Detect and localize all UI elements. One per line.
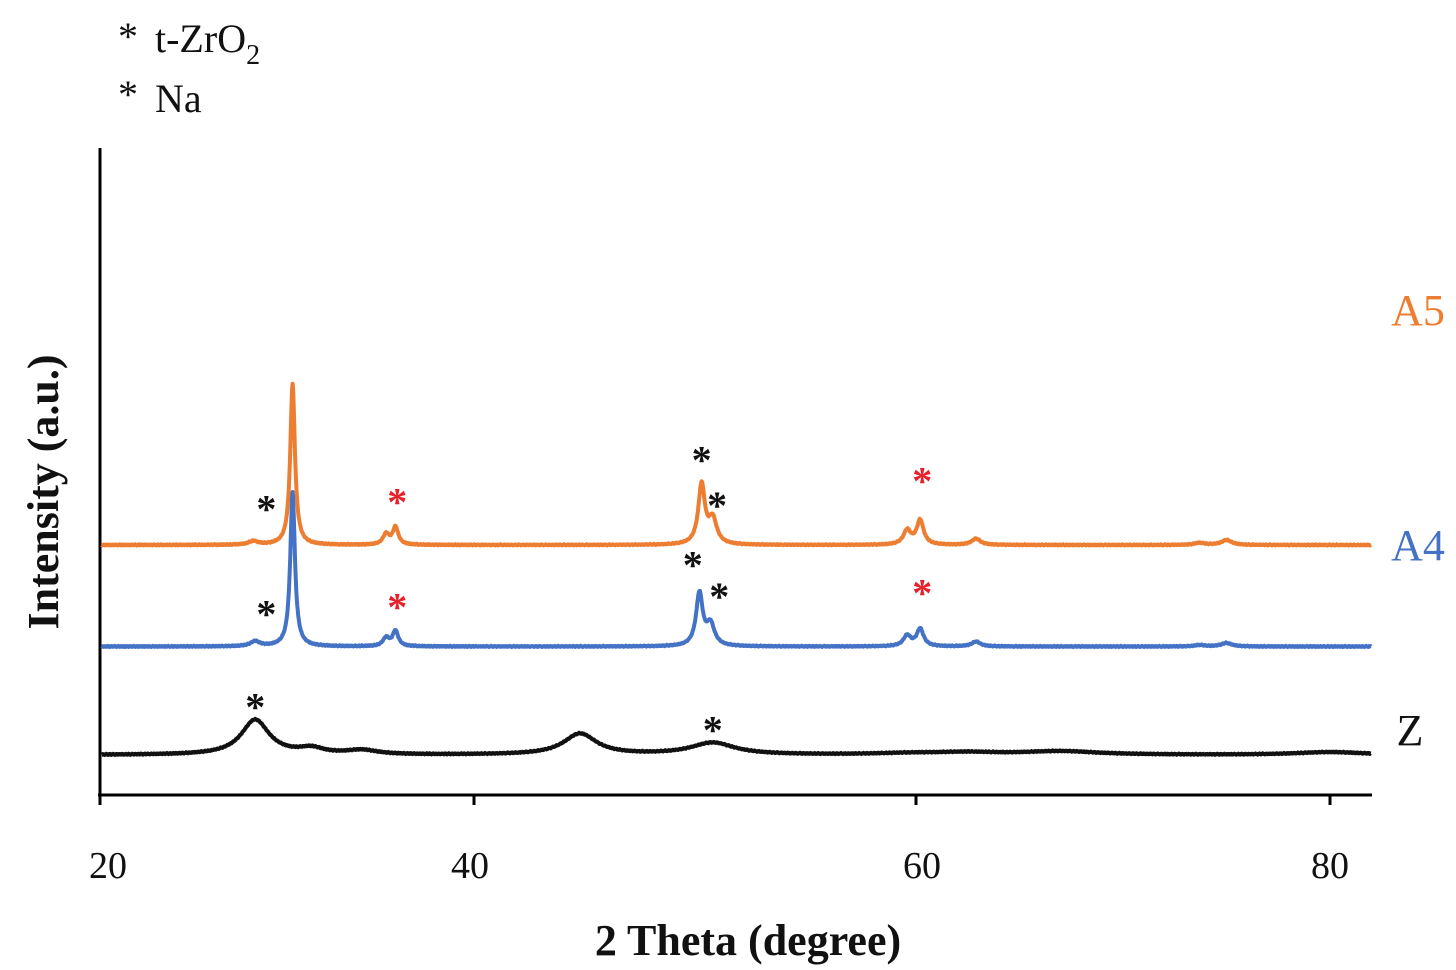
- legend-symbol-na: *: [118, 72, 138, 117]
- peak-marker-z-t-zro2: *: [245, 685, 265, 730]
- x-tick-label-60: 60: [903, 845, 941, 887]
- peak-markers: * ***** *** ***: [245, 438, 932, 753]
- legend-entry-na: * Na: [118, 72, 202, 121]
- x-tick-label-40: 40: [451, 845, 489, 887]
- peak-marker-a4-na: *: [387, 585, 407, 630]
- series-label-a4: A4: [1391, 521, 1445, 570]
- series-label-z: Z: [1397, 706, 1424, 755]
- y-axis-title: Intensity (a.u.): [19, 354, 68, 629]
- legend-label-na: Na: [155, 76, 202, 121]
- x-axis-title: 2 Theta (degree): [595, 916, 901, 965]
- legend-label-t-zro2: t-ZrO2: [155, 16, 260, 71]
- peak-marker-a4-na: *: [912, 571, 932, 616]
- series-a5-line: [100, 381, 1373, 548]
- peak-marker-a5-t-zro2: *: [707, 483, 727, 528]
- peak-marker-a5-na: *: [387, 480, 407, 525]
- series-z-line: [100, 716, 1373, 757]
- peak-marker-a5-t-zro2: *: [692, 438, 712, 483]
- legend-symbol-t-zro2: *: [118, 14, 138, 59]
- x-tick-label-20: 20: [89, 845, 127, 887]
- x-ticks: 20 40 60 80: [89, 795, 1349, 887]
- legend: * t-ZrO2 * Na: [118, 14, 260, 121]
- series-label-a5: A5: [1391, 286, 1445, 335]
- peak-marker-a4-t-zro2: *: [709, 574, 729, 619]
- peak-marker-z-t-zro2: *: [703, 708, 723, 753]
- peak-marker-a4-t-zro2: *: [256, 592, 276, 637]
- peak-marker-a5-na: *: [912, 459, 932, 504]
- legend-entry-t-zro2: * t-ZrO2: [118, 14, 260, 71]
- peak-marker-a5-t-zro2: *: [256, 487, 276, 532]
- peak-marker-a4-t-zro2: *: [683, 543, 703, 588]
- x-tick-label-80: 80: [1311, 845, 1349, 887]
- series-a4-line: [100, 490, 1373, 649]
